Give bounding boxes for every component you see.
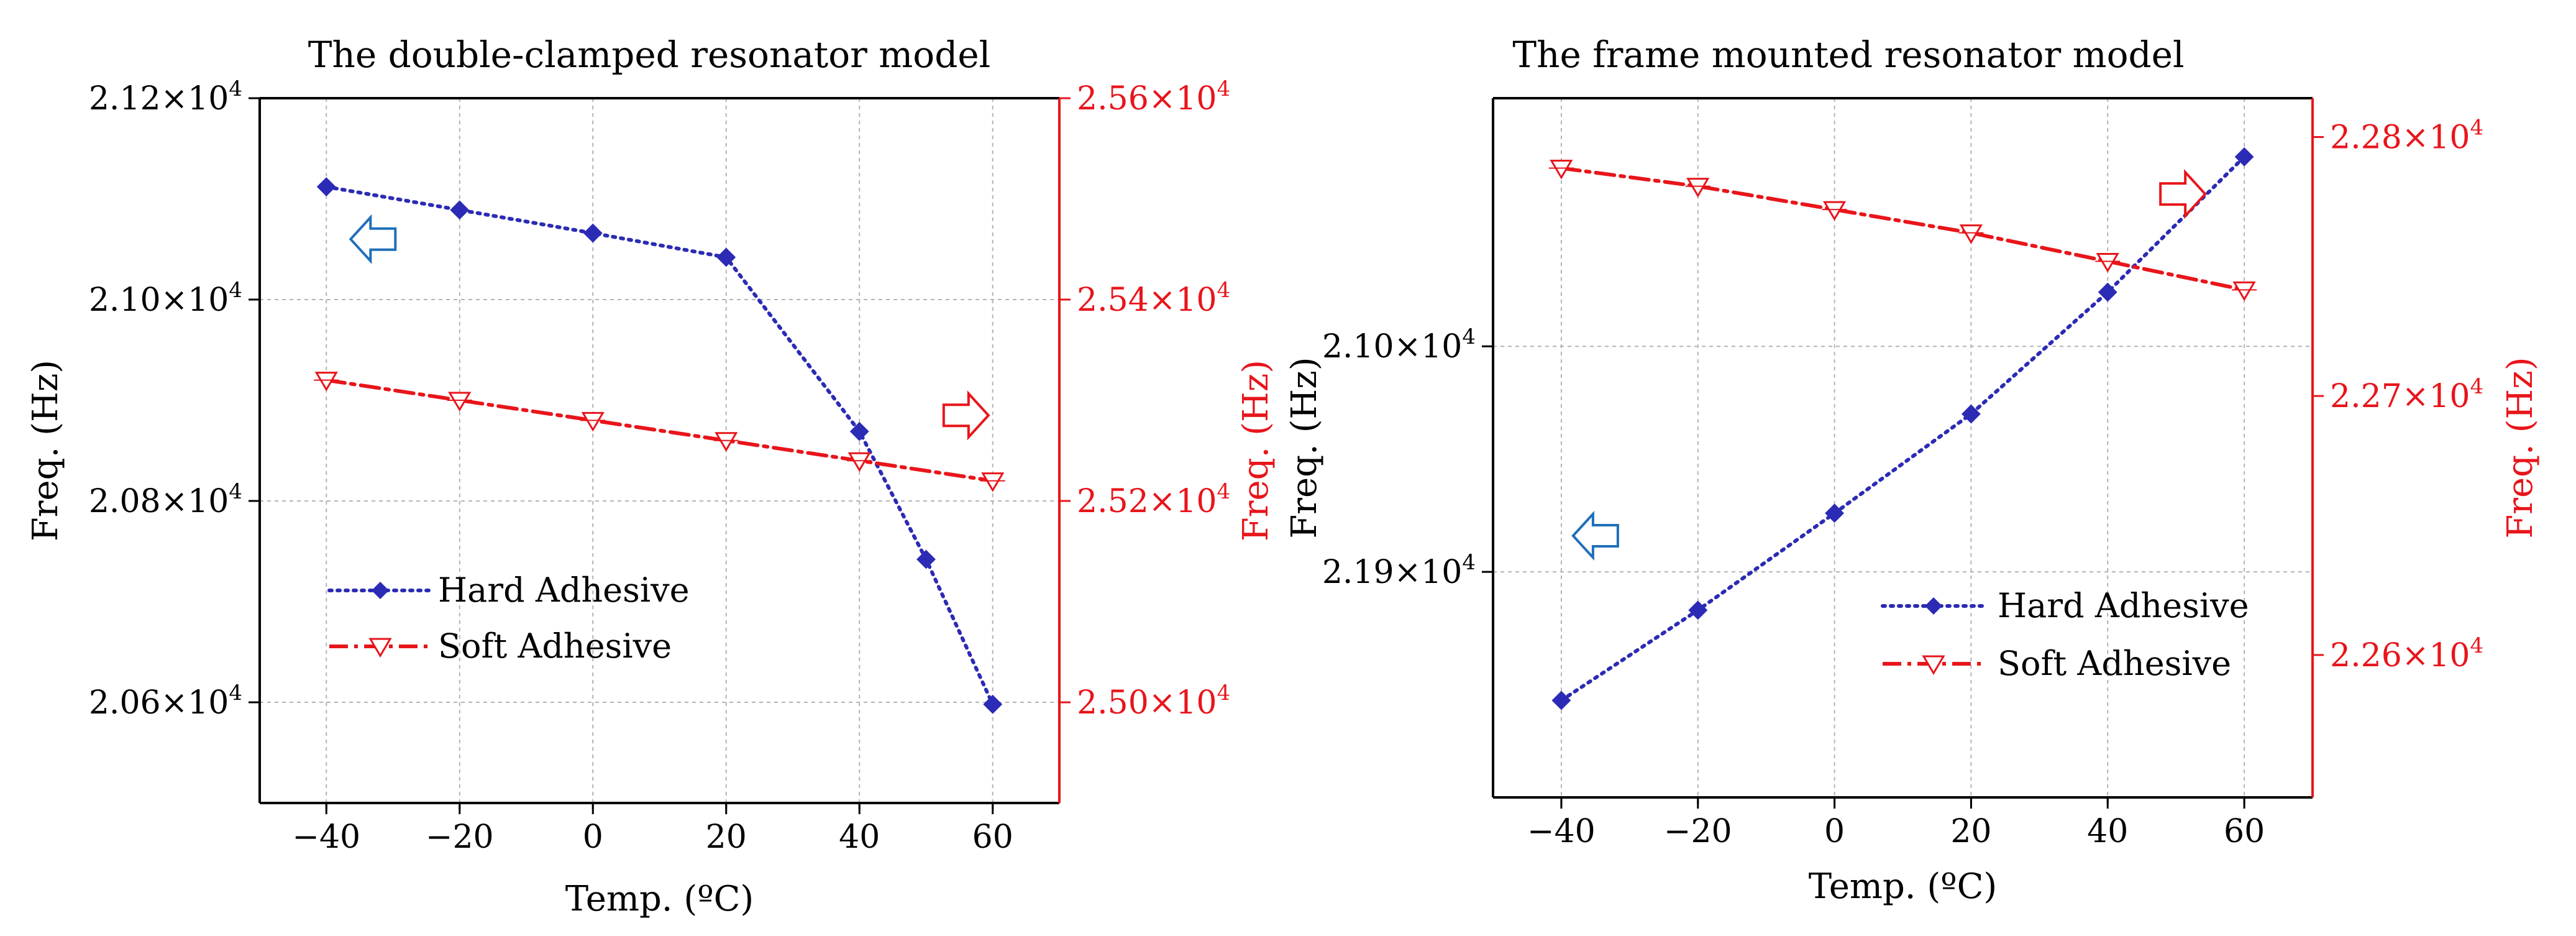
- right-y-axis-label: Freq. (Hz): [1236, 360, 1276, 541]
- chart-panel-2: −40 −20 0 20 40 60 2.19×104 2.10×104 2.26×104 2.2…: [1284, 34, 2541, 907]
- right-y-tick-label: 2.52×104: [1077, 479, 1230, 520]
- chart-panel-1: −40 −20 0 20 40 60 2.06×104 2.08×104 2.10×104 2.1…: [25, 34, 1276, 919]
- chart-title: The double-clamped resonator model: [308, 34, 990, 76]
- x-tick-label: −20: [426, 819, 494, 856]
- legend-marker-soft-adhesive: [368, 638, 392, 658]
- data-point-soft-adhesive: [2232, 281, 2256, 301]
- x-tick-label: 60: [2224, 813, 2265, 850]
- x-tick-label: 60: [972, 819, 1013, 856]
- data-point-hard-adhesive: [1688, 600, 1708, 620]
- x-tick-label: −40: [292, 819, 360, 856]
- series-line-hard-adhesive: [1559, 155, 2247, 702]
- data-point-soft-adhesive: [1550, 160, 1573, 180]
- legend-label-soft-adhesive: Soft Adhesive: [1998, 644, 2231, 683]
- data-point-soft-adhesive: [314, 372, 338, 392]
- arrow-left-icon: [349, 214, 397, 264]
- data-point-hard-adhesive: [916, 549, 936, 569]
- data-point-soft-adhesive: [2096, 253, 2119, 273]
- right-y-tick-label: 2.26×104: [2330, 633, 2483, 674]
- data-point-hard-adhesive: [1962, 404, 1981, 424]
- x-tick-label: 0: [583, 819, 603, 856]
- data-point-hard-adhesive: [583, 223, 603, 243]
- right-y-tick-label: 2.54×104: [1077, 278, 1230, 319]
- data-point-hard-adhesive: [983, 694, 1003, 714]
- series-line-soft-adhesive: [1559, 166, 2247, 292]
- data-point-soft-adhesive: [981, 472, 1005, 492]
- data-point-soft-adhesive: [448, 392, 472, 412]
- right-y-axis-label: Freq. (Hz): [2500, 357, 2541, 538]
- x-tick-label: −40: [1527, 813, 1596, 850]
- chart-title: The frame mounted resonator model: [1512, 34, 2184, 76]
- x-axis-label: Temp. (ºC): [1809, 866, 1998, 907]
- left-y-tick-label: 2.19×104: [1322, 550, 1476, 591]
- data-point-soft-adhesive: [581, 411, 605, 432]
- x-tick-label: 20: [706, 819, 747, 856]
- data-point-soft-adhesive: [1686, 178, 1710, 198]
- x-tick-label: 0: [1824, 813, 1845, 850]
- data-point-hard-adhesive: [1551, 691, 1571, 710]
- data-point-hard-adhesive: [450, 200, 470, 220]
- data-point-soft-adhesive: [715, 432, 738, 452]
- left-y-tick-label: 2.06×104: [89, 681, 242, 722]
- legend-label-soft-adhesive: Soft Adhesive: [438, 626, 672, 666]
- x-tick-label: −20: [1664, 813, 1732, 850]
- left-y-axis-label: Freq. (Hz): [1284, 357, 1325, 538]
- data-point-hard-adhesive: [1825, 503, 1844, 523]
- left-y-tick-label: 2.10×104: [1322, 324, 1476, 365]
- data-point-hard-adhesive: [716, 247, 736, 267]
- data-point-soft-adhesive: [1959, 224, 1983, 244]
- legend-marker-hard-adhesive: [372, 582, 389, 599]
- x-axis-label: Temp. (ºC): [565, 879, 754, 919]
- data-point-hard-adhesive: [849, 421, 869, 441]
- data-point-hard-adhesive: [316, 177, 336, 196]
- arrow-right-icon: [942, 390, 990, 441]
- legend-label-hard-adhesive: Hard Adhesive: [438, 571, 690, 610]
- right-y-tick-label: 2.28×104: [2330, 116, 2483, 157]
- right-y-tick-label: 2.50×104: [1077, 681, 1230, 722]
- x-tick-label: 20: [1950, 813, 1991, 850]
- left-y-tick-label: 2.08×104: [89, 479, 242, 520]
- data-point-hard-adhesive: [2098, 282, 2117, 302]
- left-y-tick-label: 2.10×104: [89, 278, 242, 319]
- data-point-soft-adhesive: [847, 452, 871, 472]
- x-tick-label: 40: [839, 819, 880, 856]
- left-y-tick-label: 2.12×104: [89, 76, 242, 117]
- arrow-right-icon: [2159, 169, 2207, 219]
- data-point-hard-adhesive: [2234, 147, 2254, 167]
- legend-marker-hard-adhesive: [1925, 597, 1942, 615]
- right-y-tick-label: 2.27×104: [2330, 374, 2483, 415]
- x-tick-label: 40: [2087, 813, 2128, 850]
- arrow-left-icon: [1571, 510, 1619, 561]
- data-point-soft-adhesive: [1822, 201, 1847, 221]
- right-y-tick-label: 2.56×104: [1077, 76, 1230, 117]
- series-line-soft-adhesive: [324, 378, 995, 483]
- legend-marker-soft-adhesive: [1922, 655, 1945, 676]
- left-y-axis-label: Freq. (Hz): [25, 360, 66, 541]
- legend-label-hard-adhesive: Hard Adhesive: [1998, 586, 2249, 625]
